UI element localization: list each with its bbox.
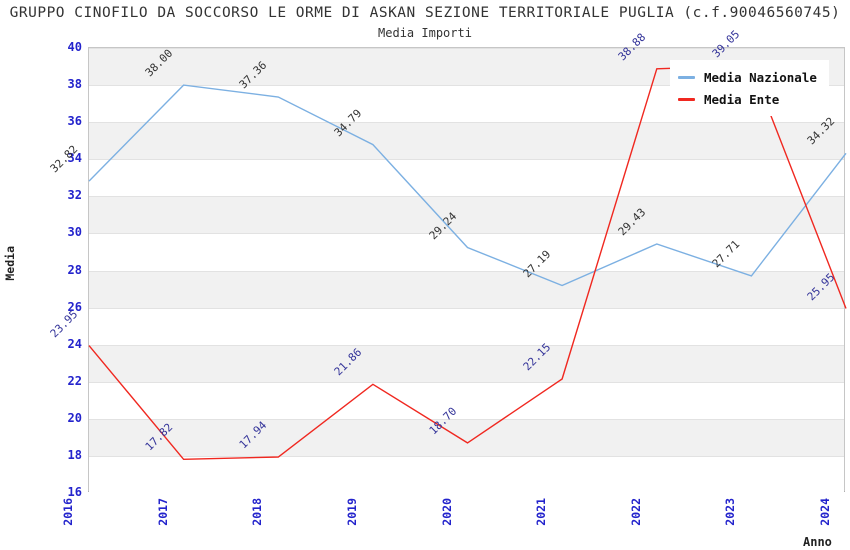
- y-axis-tick-label: 40: [67, 40, 82, 54]
- plot-band: [89, 270, 844, 308]
- plot-band: [89, 159, 844, 197]
- legend-item: Media Nazionale: [678, 66, 817, 88]
- x-axis-tick-label: 2018: [250, 498, 265, 526]
- y-axis-tick-label: 16: [67, 485, 82, 499]
- y-axis-tick-label: 36: [67, 114, 82, 129]
- legend-item: Media Ente: [678, 88, 817, 110]
- y-axis-tick-label: 22: [67, 373, 82, 388]
- x-axis-title: Anno: [803, 535, 832, 549]
- y-axis-tick-label: 20: [67, 410, 82, 425]
- x-axis-tick-label: 2022: [628, 498, 643, 526]
- legend-marker: [678, 75, 695, 79]
- plot-band: [89, 455, 844, 493]
- series-line-media-ente: [88, 64, 847, 461]
- y-axis-tick-label: 38: [67, 77, 82, 92]
- y-axis-tick-label: 26: [67, 299, 82, 314]
- plot-band: [89, 381, 844, 419]
- x-axis-tick-label: 2021: [534, 498, 549, 526]
- plot-band: [89, 418, 844, 456]
- x-axis-tick-label: 2023: [723, 498, 738, 526]
- plot-band: [89, 344, 844, 382]
- legend-label: Media Ente: [704, 91, 780, 107]
- y-axis-title: Media: [3, 245, 17, 281]
- y-axis-tick-label: 28: [67, 262, 82, 277]
- x-axis-tick-label: 2020: [439, 498, 454, 526]
- y-axis-tick-label: 34: [67, 151, 82, 166]
- x-axis-tick-label: 2017: [155, 498, 170, 526]
- legend-label: Media Nazionale: [704, 69, 817, 85]
- plot-band: [89, 122, 844, 160]
- chart-title: GRUPPO CINOFILO DA SOCCORSO LE ORME DI A…: [9, 5, 841, 21]
- y-axis-tick-label: 32: [67, 188, 82, 203]
- x-axis-tick-label: 2019: [344, 498, 359, 526]
- y-axis-tick-label: 18: [67, 447, 82, 462]
- plot-band: [89, 196, 844, 234]
- legend: Media Nazionale Media Ente: [670, 60, 829, 116]
- x-axis-tick-label: 2016: [61, 498, 75, 526]
- series-line-media-nazionale: [88, 84, 847, 287]
- x-axis-tick-label: 2024: [818, 498, 832, 526]
- y-axis-tick-label: 24: [67, 336, 82, 351]
- plot-area: [88, 47, 847, 493]
- chart-subtitle: Media Importi: [378, 26, 472, 40]
- legend-marker: [678, 97, 695, 101]
- y-axis-tick-label: 30: [67, 225, 82, 240]
- plot-band: [89, 307, 844, 345]
